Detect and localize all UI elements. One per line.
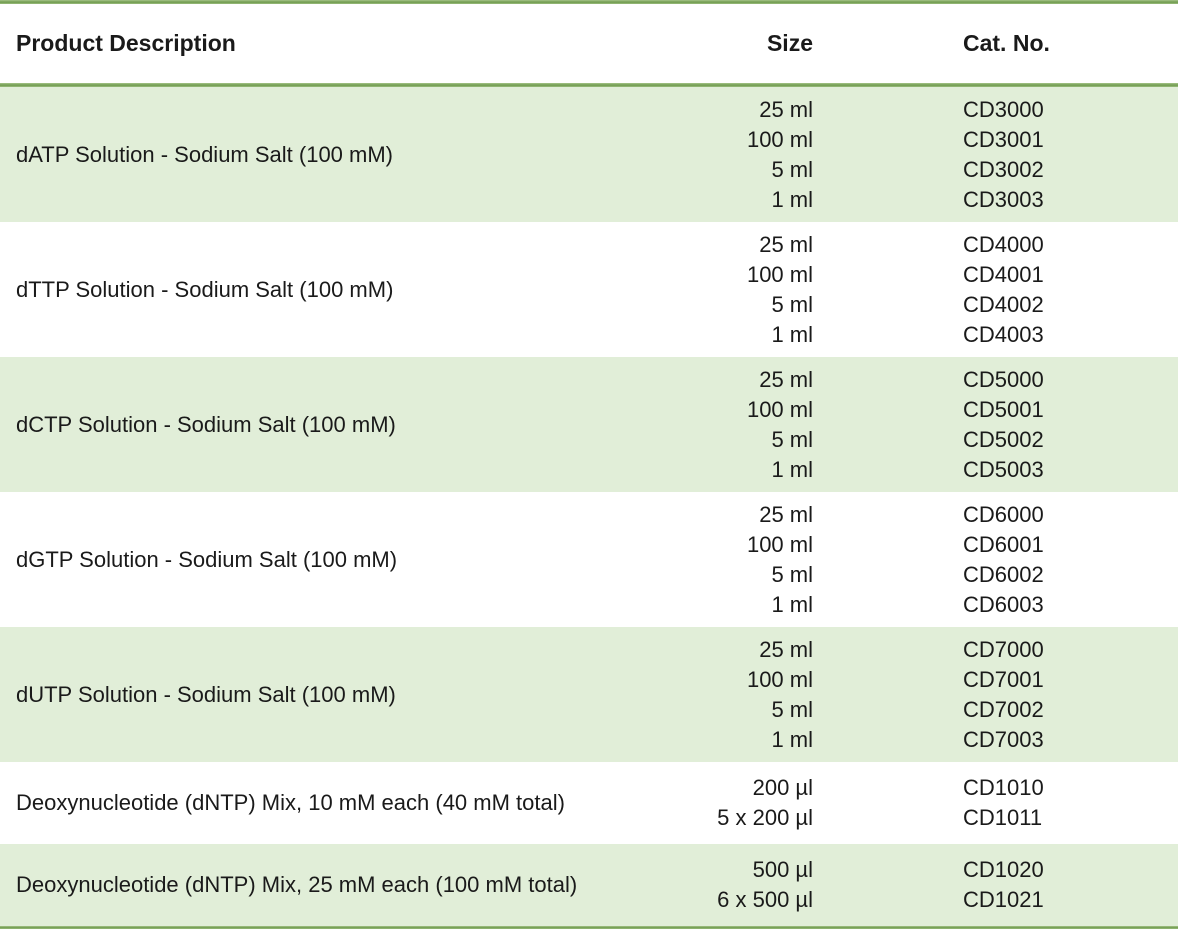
- cat-no-value: CD4000: [963, 231, 1044, 257]
- size-value: 5 ml: [771, 426, 813, 452]
- bottom-divider: [0, 926, 1178, 929]
- product-description: dGTP Solution - Sodium Salt (100 mM): [16, 546, 398, 572]
- table-row-dntp-mix-25mm: Deoxynucleotide (dNTP) Mix, 25 mM each (…: [0, 844, 1178, 926]
- size-value: 6 x 500 µl: [717, 887, 813, 912]
- table-row-dctp: dCTP Solution - Sodium Salt (100 mM) 25 …: [0, 357, 1178, 492]
- product-description: dCTP Solution - Sodium Salt (100 mM): [16, 411, 396, 437]
- cat-no-column: CD1020 CD1021: [813, 855, 1178, 915]
- size-value: 5 ml: [771, 156, 813, 182]
- header-product-description: Product Description: [16, 30, 236, 56]
- size-value: 100 ml: [746, 666, 813, 692]
- product-description: Deoxynucleotide (dNTP) Mix, 10 mM each (…: [16, 790, 565, 815]
- cat-no-value: CD5003: [963, 456, 1044, 482]
- size-value: 1 ml: [771, 726, 813, 752]
- top-divider: [0, 0, 1178, 4]
- cat-no-value: CD6003: [963, 591, 1044, 617]
- cat-no-column: CD3000 CD3001 CD3002 CD3003: [813, 95, 1178, 215]
- cat-no-value: CD6002: [963, 561, 1044, 587]
- cat-no-value: CD4002: [963, 291, 1044, 317]
- table-row-dgtp: dGTP Solution - Sodium Salt (100 mM) 25 …: [0, 492, 1178, 627]
- table-row-dutp: dUTP Solution - Sodium Salt (100 mM) 25 …: [0, 627, 1178, 762]
- size-value: 100 ml: [746, 126, 813, 152]
- cat-no-value: CD7001: [963, 666, 1044, 692]
- cat-no-value: CD3001: [963, 126, 1044, 152]
- cat-no-column: CD7000 CD7001 CD7002 CD7003: [813, 635, 1178, 755]
- cat-no-column: CD5000 CD5001 CD5002 CD5003: [813, 365, 1178, 485]
- table-row-datp: dATP Solution - Sodium Salt (100 mM) 25 …: [0, 87, 1178, 222]
- table-row-dntp-mix-10mm: Deoxynucleotide (dNTP) Mix, 10 mM each (…: [0, 762, 1178, 844]
- cat-no-value: CD7000: [963, 636, 1044, 662]
- size-value: 100 ml: [746, 396, 813, 422]
- size-value: 500 µl: [752, 857, 813, 882]
- size-value: 1 ml: [771, 591, 813, 617]
- cat-no-value: CD3002: [963, 156, 1044, 182]
- cat-no-value: CD4003: [963, 321, 1044, 347]
- header-cat-no: Cat. No.: [963, 30, 1050, 56]
- size-value: 1 ml: [771, 456, 813, 482]
- cat-no-value: CD4001: [963, 261, 1044, 287]
- size-value: 25 ml: [759, 366, 813, 392]
- cat-no-value: CD6000: [963, 501, 1044, 527]
- cat-no-value: CD3000: [963, 96, 1044, 122]
- cat-no-value: CD5001: [963, 396, 1044, 422]
- size-value: 25 ml: [759, 96, 813, 122]
- size-value: 5 ml: [771, 291, 813, 317]
- cat-no-value: CD5000: [963, 366, 1044, 392]
- size-column: 25 ml 100 ml 5 ml 1 ml: [653, 95, 813, 215]
- cat-no-value: CD7003: [963, 726, 1044, 752]
- size-value: 25 ml: [759, 231, 813, 257]
- size-value: 100 ml: [746, 261, 813, 287]
- size-value: 5 x 200 µl: [717, 805, 813, 830]
- size-column: 25 ml 100 ml 5 ml 1 ml: [653, 635, 813, 755]
- header-size: Size: [766, 30, 813, 56]
- cat-no-column: CD6000 CD6001 CD6002 CD6003: [813, 500, 1178, 620]
- product-description: dUTP Solution - Sodium Salt (100 mM): [16, 681, 396, 707]
- size-column: 500 µl 6 x 500 µl: [653, 855, 813, 915]
- size-column: 25 ml 100 ml 5 ml 1 ml: [653, 500, 813, 620]
- product-description: dATP Solution - Sodium Salt (100 mM): [16, 141, 394, 167]
- size-column: 25 ml 100 ml 5 ml 1 ml: [653, 365, 813, 485]
- cat-no-value: CD3003: [963, 186, 1044, 212]
- cat-no-value: CD1010: [963, 775, 1044, 800]
- cat-no-value: CD6001: [963, 531, 1044, 557]
- cat-no-value: CD1021: [963, 887, 1044, 912]
- cat-no-value: CD5002: [963, 426, 1044, 452]
- product-description: Deoxynucleotide (dNTP) Mix, 25 mM each (…: [16, 872, 578, 897]
- table-row-dttp: dTTP Solution - Sodium Salt (100 mM) 25 …: [0, 222, 1178, 357]
- cat-no-value: CD1020: [963, 857, 1044, 882]
- header-divider: [0, 83, 1178, 87]
- size-value: 1 ml: [771, 186, 813, 212]
- table-header-row: Product Description Size Cat. No.: [0, 4, 1178, 83]
- cat-no-column: CD4000 CD4001 CD4002 CD4003: [813, 230, 1178, 350]
- size-value: 100 ml: [746, 531, 813, 557]
- size-value: 25 ml: [759, 636, 813, 662]
- size-value: 1 ml: [771, 321, 813, 347]
- size-value: 25 ml: [759, 501, 813, 527]
- size-value: 200 µl: [752, 775, 813, 800]
- size-column: 25 ml 100 ml 5 ml 1 ml: [653, 230, 813, 350]
- cat-no-value: CD1011: [963, 805, 1043, 830]
- size-value: 5 ml: [771, 696, 813, 722]
- product-description: dTTP Solution - Sodium Salt (100 mM): [16, 276, 394, 302]
- cat-no-column: CD1010 CD1011: [813, 773, 1178, 833]
- size-column: 200 µl 5 x 200 µl: [653, 773, 813, 833]
- cat-no-value: CD7002: [963, 696, 1044, 722]
- size-value: 5 ml: [771, 561, 813, 587]
